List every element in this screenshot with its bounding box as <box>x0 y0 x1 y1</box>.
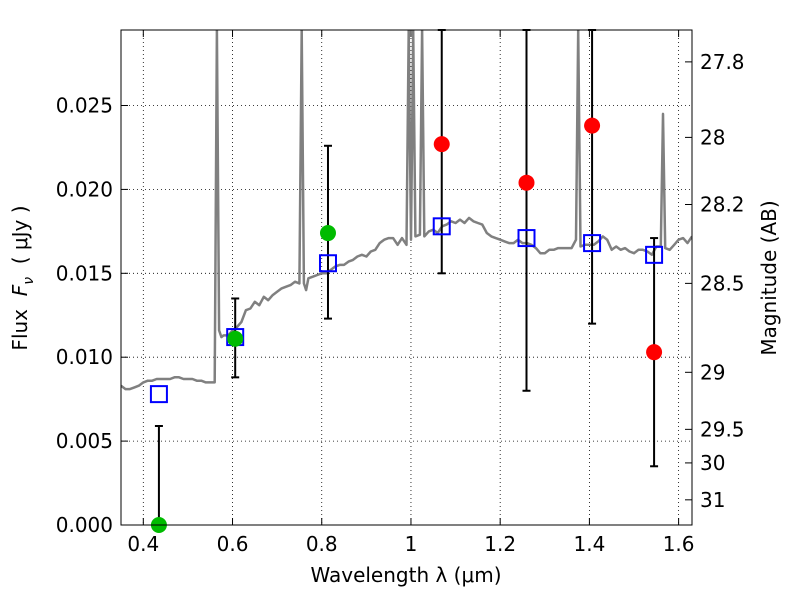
model-photometry-marker <box>645 245 664 264</box>
x-tick-label: 0.6 <box>217 532 249 556</box>
x-tick-label: 1.4 <box>573 532 605 556</box>
markers <box>149 117 664 533</box>
x-tick-label: 0.8 <box>306 532 338 556</box>
model-spectrum <box>121 30 692 391</box>
x-tick-label: 1.6 <box>663 532 695 556</box>
y-tick-label: 0.025 <box>56 94 113 118</box>
y2-tick-label: 27.8 <box>700 50 745 74</box>
y-tick-label: 0.010 <box>56 345 113 369</box>
grid <box>121 30 692 526</box>
y2-tick-label: 31 <box>700 488 725 512</box>
x-tick-label: 1.2 <box>484 532 516 556</box>
y2-tick-label: 30 <box>700 451 725 475</box>
y2-axis-label: Magnitude (AB) <box>757 200 781 355</box>
model-photometry-marker <box>583 234 602 253</box>
x-tick-label: 1 <box>405 532 418 556</box>
y-tick-label: 0.020 <box>56 177 113 201</box>
y2-tick-label: 29 <box>700 360 725 384</box>
y2-tick-label: 28.5 <box>700 271 745 295</box>
observed-low-significance-marker <box>518 174 535 191</box>
model-photometry-marker <box>149 385 168 404</box>
x-tick-label: 0.4 <box>127 532 159 556</box>
axis-ticks: 0.4 0.6 0.8 1 1.2 1.4 1.6 0.000 0.005 0.010 0.015 0… <box>56 30 745 556</box>
y-axis-label-prefix: Flux <box>8 296 32 350</box>
y-tick-label: 0.000 <box>56 513 113 537</box>
y-axis-label-suffix: ( μJy ) <box>8 205 32 277</box>
x-axis-label: Wavelength λ (μm) <box>310 563 501 587</box>
observed-low-significance-marker <box>646 344 663 361</box>
observed-detection-marker <box>319 225 336 242</box>
y-axis-label-subscript: ν <box>21 277 37 285</box>
y-axis-label: Flux Fν ( μJy ) <box>8 205 37 350</box>
y2-tick-label: 28 <box>700 125 725 149</box>
y2-tick-label: 29.5 <box>700 417 745 441</box>
plot-frame <box>120 29 693 526</box>
y2-tick-label: 28.2 <box>700 193 745 217</box>
model-photometry-marker <box>517 229 536 248</box>
y-tick-label: 0.005 <box>56 429 113 453</box>
observed-detection-marker <box>227 330 244 347</box>
model-photometry-marker <box>432 217 451 236</box>
observed-low-significance-marker <box>584 117 601 134</box>
error-bars <box>154 29 659 525</box>
y-axis-label-symbol: F <box>8 284 32 296</box>
observed-low-significance-marker <box>433 136 450 153</box>
spectrum-line <box>121 30 692 391</box>
model-photometry-marker <box>318 254 337 273</box>
y-tick-label: 0.015 <box>56 261 113 285</box>
